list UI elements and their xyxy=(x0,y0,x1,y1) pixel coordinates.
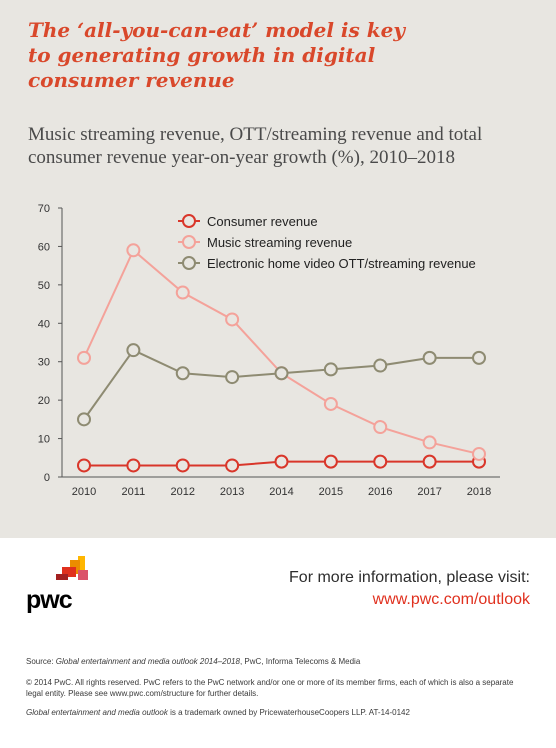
data-point xyxy=(373,420,388,435)
x-tick-label: 2012 xyxy=(171,486,195,498)
x-tick-label: 2014 xyxy=(269,486,293,498)
data-point xyxy=(126,243,141,258)
legend-label: Consumer revenue xyxy=(207,214,318,229)
legend-marker xyxy=(182,235,196,249)
legend-marker xyxy=(182,214,196,228)
data-point xyxy=(472,350,486,365)
data-point xyxy=(274,366,289,381)
source-prefix: Source: xyxy=(26,657,56,666)
footer-panel xyxy=(0,538,556,748)
y-tick-label: 50 xyxy=(38,280,50,292)
data-point xyxy=(225,370,240,385)
data-point xyxy=(323,396,338,411)
data-point xyxy=(373,358,388,373)
data-point xyxy=(175,285,190,300)
data-point xyxy=(422,435,437,450)
headline: The ‘all-you-can-eat’ model is key to ge… xyxy=(28,18,528,93)
data-point xyxy=(373,454,388,469)
x-tick-label: 2018 xyxy=(467,486,491,498)
data-point xyxy=(126,343,141,358)
legend-label: Music streaming revenue xyxy=(207,235,352,250)
source-rest: , PwC, Informa Telecoms & Media xyxy=(239,657,361,666)
x-tick-label: 2011 xyxy=(122,486,146,498)
pwc-logo-text: pwc xyxy=(26,586,73,614)
data-point xyxy=(422,454,437,469)
y-tick-label: 70 xyxy=(38,203,50,215)
data-point xyxy=(225,312,240,327)
data-point xyxy=(472,446,486,461)
y-tick-label: 40 xyxy=(38,318,50,330)
data-point xyxy=(77,350,91,365)
data-point xyxy=(323,362,338,377)
x-tick-label: 2010 xyxy=(72,486,96,498)
data-point xyxy=(422,350,437,365)
data-point xyxy=(175,366,190,381)
y-tick-label: 0 xyxy=(44,472,50,484)
data-point xyxy=(77,412,91,427)
y-tick-label: 60 xyxy=(38,241,50,253)
series-line xyxy=(83,348,479,420)
chart-panel xyxy=(0,0,556,538)
headline-line-1: The ‘all-you-can-eat’ model is key xyxy=(28,18,405,42)
legend-marker xyxy=(182,256,196,270)
data-point xyxy=(323,454,338,469)
x-tick-label: 2016 xyxy=(368,486,392,498)
info-label: For more information, please visit: xyxy=(289,569,530,586)
trademark-rest: is a trademark owned by PricewaterhouseC… xyxy=(167,708,410,717)
series-line xyxy=(83,248,480,455)
trademark-title: Global entertainment and media outlook xyxy=(26,708,168,717)
subtitle-line-1: Music streaming revenue, OTT/streaming r… xyxy=(28,124,483,145)
x-tick-label: 2017 xyxy=(417,486,441,498)
headline-line-3: consumer revenue xyxy=(28,68,235,92)
legend-label: Electronic home video OTT/streaming reve… xyxy=(207,256,476,271)
headline-line-2: to generating growth in digital xyxy=(28,43,376,67)
chart-subtitle: Music streaming revenue, OTT/streaming r… xyxy=(28,123,538,169)
data-point xyxy=(126,458,141,473)
x-tick-label: 2015 xyxy=(319,486,343,498)
line-chart: 0 10 20 30 40 50 60 70 2010 2011 2012 2013 2014 2015 2… xyxy=(38,203,500,498)
source-title: Global entertainment and media outlook 2… xyxy=(55,657,240,666)
pwc-logo-icon xyxy=(56,556,88,580)
y-tick-label: 20 xyxy=(38,395,50,407)
x-tick-label: 2013 xyxy=(220,486,244,498)
y-tick-label: 10 xyxy=(38,434,50,446)
outlook-link[interactable]: www.pwc.com/outlook xyxy=(372,591,530,608)
copyright-note: © 2014 PwC. All rights reserved. PwC ref… xyxy=(26,678,514,698)
trademark-note: Global entertainment and media outlook i… xyxy=(26,707,530,718)
footer-notes: Source: Global entertainment and media o… xyxy=(26,656,530,726)
y-tick-label: 30 xyxy=(38,357,50,369)
data-point xyxy=(274,454,289,469)
subtitle-line-2: consumer revenue year-on-year growth (%)… xyxy=(28,147,455,168)
data-point xyxy=(175,458,190,473)
source-note: Source: Global entertainment and media o… xyxy=(26,656,530,667)
data-point xyxy=(225,458,240,473)
data-point xyxy=(77,458,91,473)
